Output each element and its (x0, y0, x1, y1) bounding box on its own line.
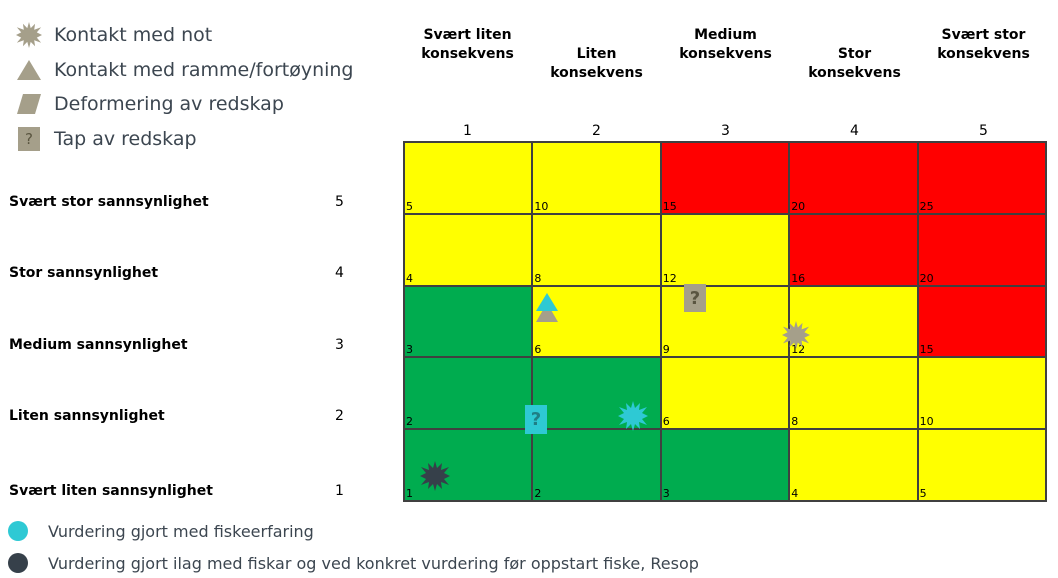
cell-score: 15 (662, 199, 677, 213)
cell-score: 20 (919, 271, 934, 285)
row-number: 2 (335, 408, 344, 424)
question-box-icon: ? (14, 126, 44, 152)
cell-score: 12 (791, 343, 806, 357)
column-number: 4 (850, 123, 859, 139)
starburst-icon (618, 401, 648, 431)
matrix-cell: 8 (532, 213, 661, 286)
column-number: 1 (463, 123, 472, 139)
matrix-cell: 4 (789, 429, 918, 501)
cell-score: 5 (406, 199, 413, 213)
matrix-cell: 15 (660, 142, 790, 214)
column-header: Medium konsekvens (679, 27, 772, 62)
bottom-legend-item: Vurdering gjort ilag med fiskar og ved k… (8, 553, 699, 573)
cell-score: 10 (534, 199, 549, 213)
cell-score: 9 (662, 343, 670, 357)
column-number: 5 (979, 123, 988, 139)
matrix-cell: 12 (660, 213, 790, 286)
matrix-cell: 8 (789, 357, 918, 430)
column-number: 2 (592, 123, 601, 139)
matrix-cell: 12 (789, 285, 918, 358)
matrix-cell: 3 (404, 285, 533, 358)
row-number: 4 (335, 265, 344, 281)
circle-icon (8, 553, 28, 573)
cell-score: 5 (919, 487, 927, 500)
risk-matrix: 5 10 15 20 25 4 8 12 16 20 3 6 9 12 15 2 6 8 10 1 2 3 4 5 (403, 141, 1047, 502)
matrix-cell: 5 (917, 429, 1046, 501)
cell-score: 25 (919, 199, 934, 213)
matrix-cell: 10 (532, 142, 661, 214)
matrix-cell: 25 (917, 142, 1046, 214)
column-header: Svært stor konsekvens (937, 27, 1030, 62)
row-label: Stor sannsynlighet (9, 265, 159, 281)
bottom-legend-item: Vurdering gjort med fiskeerfaring (8, 521, 314, 541)
matrix-cell: 9 (660, 285, 790, 358)
starburst-icon (14, 22, 44, 48)
matrix-cell: 20 (789, 142, 918, 214)
legend-item-deformation: Deformering av redskap (14, 91, 284, 117)
column-number: 3 (721, 123, 730, 139)
question-box-icon: ? (684, 284, 706, 312)
matrix-cell: 5 (404, 142, 533, 214)
cell-score: 8 (791, 415, 799, 429)
parallelogram-icon (14, 91, 44, 117)
cell-score: 4 (791, 487, 799, 500)
matrix-cell: 6 (660, 357, 790, 430)
cell-score: 12 (662, 271, 677, 285)
row-label: Liten sannsynlighet (9, 408, 165, 424)
row-label: Medium sannsynlighet (9, 337, 188, 353)
column-header: Liten konsekvens (550, 46, 643, 81)
cell-score: 20 (791, 199, 806, 213)
cell-score: 10 (919, 415, 934, 429)
legend-item-contact-frame: Kontakt med ramme/fortøyning (14, 57, 354, 83)
matrix-cell: 2 (404, 357, 533, 430)
cell-score: 2 (534, 487, 542, 500)
cell-score: 6 (534, 343, 542, 357)
row-label: Svært stor sannsynlighet (9, 194, 209, 210)
legend-item-loss: ? Tap av redskap (14, 126, 197, 152)
legend-item-contact-net: Kontakt med not (14, 22, 212, 48)
starburst-icon (420, 461, 450, 491)
matrix-cell: 3 (660, 429, 790, 501)
cell-score: 1 (406, 487, 413, 500)
column-header: Stor konsekvens (808, 46, 901, 81)
cell-score: 8 (534, 271, 542, 285)
cell-score: 16 (791, 271, 806, 285)
cell-score: 3 (406, 343, 413, 357)
cell-score: 2 (406, 415, 413, 429)
matrix-cell: 16 (789, 213, 918, 286)
matrix-cell: 20 (917, 213, 1046, 286)
matrix-cell: 1 (404, 429, 533, 501)
cell-score: 4 (406, 271, 413, 285)
cell-score: 15 (919, 343, 934, 357)
triangle-icon (536, 293, 558, 322)
row-label: Svært liten sannsynlighet (9, 483, 213, 499)
cell-score: 3 (662, 487, 670, 500)
starburst-icon (782, 321, 810, 349)
triangle-icon (14, 57, 44, 83)
cell-score: 6 (662, 415, 670, 429)
row-number: 3 (335, 337, 344, 353)
column-header: Svært liten konsekvens (421, 27, 514, 62)
row-number: 5 (335, 194, 344, 210)
question-box-icon: ? (525, 405, 547, 434)
matrix-cell: 2 (532, 429, 661, 501)
matrix-cell: 10 (917, 357, 1046, 430)
circle-icon (8, 521, 28, 541)
matrix-cell: 15 (917, 285, 1046, 358)
row-number: 1 (335, 483, 344, 499)
matrix-cell: 4 (404, 213, 533, 286)
